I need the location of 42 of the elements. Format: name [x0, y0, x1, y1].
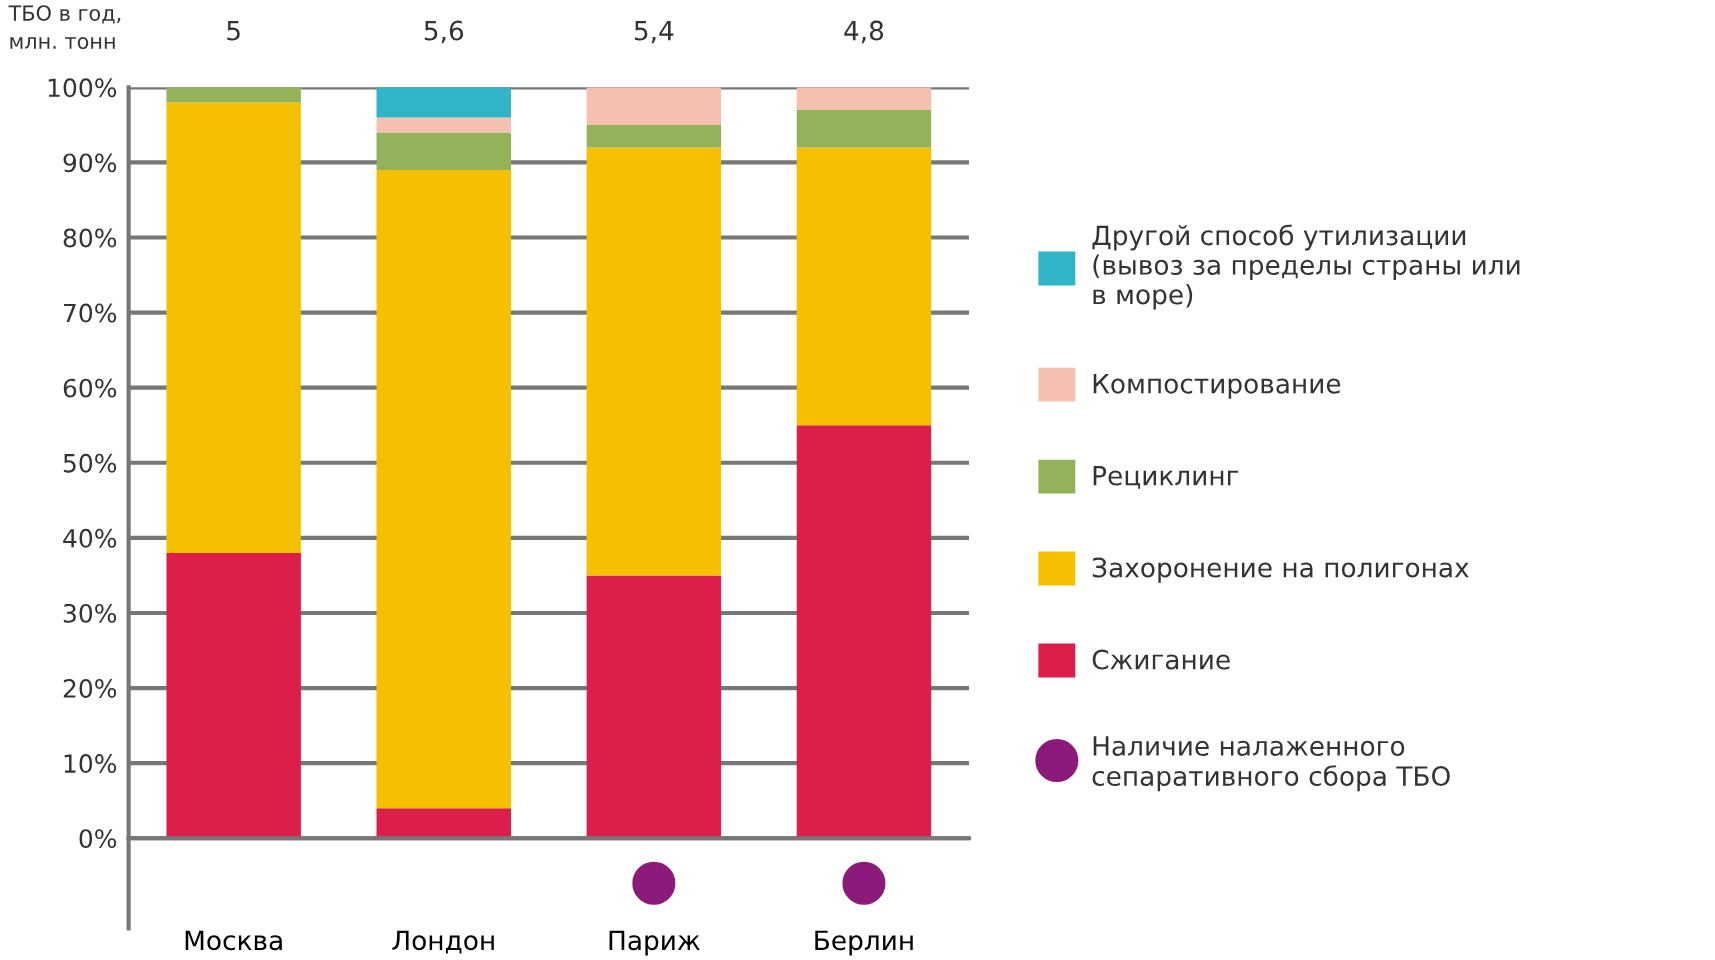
- annotation: 5: [227, 20, 240, 41]
- annotation: 5,6: [424, 20, 464, 44]
- bar: [166, 552, 301, 839]
- bar: [376, 87, 511, 118]
- y-tick-label: 80%: [63, 228, 117, 248]
- x-tick-label: Берлин: [815, 930, 913, 956]
- x-tick-label: Париж: [609, 930, 700, 956]
- y-tick-label: 90%: [63, 153, 117, 173]
- y-tick-label: 0%: [79, 829, 117, 849]
- legend-label: Наличие налаженного сепаративного сбора ТБО: [1092, 736, 1450, 792]
- annotation: 5,4: [634, 20, 674, 44]
- bar: [586, 147, 722, 576]
- legend-label: Захоронение на полигонах: [1092, 557, 1469, 583]
- bar: [376, 169, 511, 809]
- bar: [586, 124, 722, 148]
- bar: [796, 109, 932, 148]
- legend-label: Другой способ утилизации (вывоз за пределы страны или в море): [1092, 224, 1520, 310]
- y-tick-label: 60%: [63, 378, 117, 398]
- bar: [586, 575, 722, 839]
- bar: [796, 425, 932, 839]
- x-tick-label: Москва: [185, 930, 282, 951]
- bar: [376, 808, 511, 839]
- bar: [796, 87, 932, 110]
- y-tick-label: 100%: [48, 78, 117, 98]
- y-tick-label: 70%: [64, 303, 117, 323]
- bar: [586, 87, 722, 125]
- bar: [166, 87, 301, 103]
- legend-label: Сжигание: [1092, 649, 1230, 670]
- y-tick-label: 20%: [63, 678, 117, 698]
- y-tick-label: 10%: [64, 754, 117, 773]
- legend-label: Компостирование: [1093, 374, 1341, 399]
- y-tick-label: 40%: [63, 528, 117, 548]
- annotation: 4,8: [844, 20, 884, 44]
- bar: [376, 132, 511, 170]
- y-tick-label: 50%: [63, 453, 117, 473]
- legend-label: Рециклинг: [1093, 465, 1239, 489]
- bar: [166, 102, 301, 553]
- text: ТБО в год, млн. тонн: [8, 5, 121, 49]
- y-tick-label: 30%: [63, 603, 117, 623]
- bar: [796, 147, 932, 426]
- x-tick-label: Лондон: [392, 930, 494, 954]
- bar: [376, 117, 511, 133]
